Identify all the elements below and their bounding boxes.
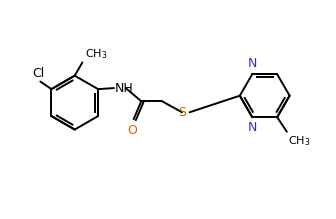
Text: CH$_3$: CH$_3$ [85, 47, 108, 61]
Text: S: S [178, 106, 186, 119]
Text: NH: NH [115, 82, 133, 95]
Text: O: O [127, 124, 137, 137]
Text: CH$_3$: CH$_3$ [288, 134, 310, 148]
Text: N: N [248, 121, 257, 134]
Text: Cl: Cl [33, 67, 45, 80]
Text: N: N [248, 57, 257, 70]
